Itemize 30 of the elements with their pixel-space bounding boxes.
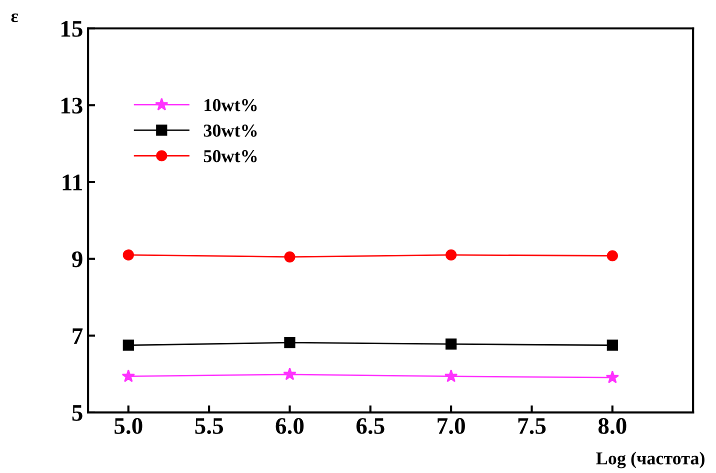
x-tick-label: 7.5 <box>518 418 546 434</box>
y-tick-label: 11 <box>62 174 82 190</box>
y-tick-label: 13 <box>61 98 82 114</box>
legend-label: 10wt% <box>204 99 257 112</box>
legend-label: 50wt% <box>204 150 257 162</box>
y-axis-title: ε <box>11 13 18 22</box>
x-axis-title: Log (частота) <box>596 452 704 468</box>
x-tick-label: 5.5 <box>195 418 223 434</box>
x-tick-label: 6.5 <box>356 418 384 434</box>
point <box>284 337 296 348</box>
legend-label: 30wt% <box>204 124 257 137</box>
point <box>446 338 457 350</box>
y-tick-label: 9 <box>72 251 82 268</box>
x-tick-label: 5.0 <box>114 418 142 434</box>
y-tick-label: 15 <box>61 20 82 37</box>
point <box>606 370 620 384</box>
x-tick-label: 7.0 <box>438 418 465 434</box>
point <box>283 367 296 380</box>
y-tick-label: 5 <box>72 405 82 421</box>
point <box>446 249 457 261</box>
point <box>606 250 618 262</box>
point <box>122 340 134 351</box>
point <box>606 340 618 351</box>
point <box>122 249 134 261</box>
x-tick-label: 6.0 <box>276 418 304 434</box>
point <box>284 251 296 262</box>
y-tick-label: 7 <box>72 328 83 344</box>
point <box>444 369 458 382</box>
point <box>122 369 136 382</box>
x-tick-label: 8.0 <box>598 418 626 434</box>
